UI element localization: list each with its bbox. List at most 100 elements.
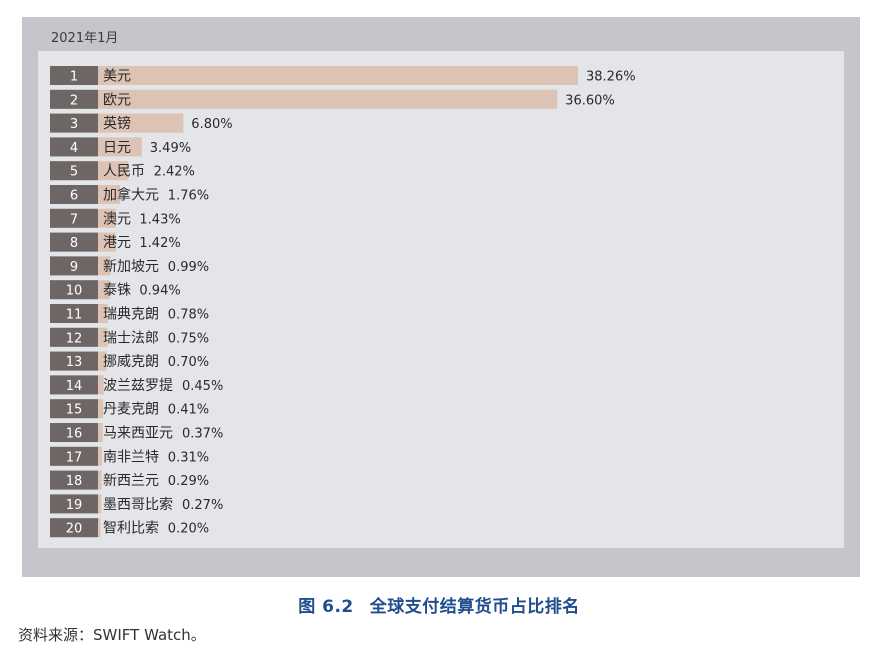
rank-label: 7 xyxy=(70,212,78,227)
category-label: 马来西亚元 xyxy=(103,426,173,442)
rank-label: 18 xyxy=(66,474,83,489)
category-label: 瑞典克朗 xyxy=(103,307,159,323)
category-label: 美元 xyxy=(103,69,131,85)
rank-box xyxy=(50,256,98,276)
value-label: 2.42% xyxy=(154,165,195,180)
value-label: 3.49% xyxy=(150,141,191,156)
bar-row: 16 马来西亚元 0.37% xyxy=(50,423,223,442)
rank-box xyxy=(50,185,98,204)
category-label: 新加坡元 xyxy=(103,259,159,275)
rank-box xyxy=(50,232,98,252)
rank-label: 19 xyxy=(66,498,83,513)
value-label: 1.42% xyxy=(139,236,180,251)
value-label: 38.26% xyxy=(586,70,636,85)
bar-row: 2 欧元 36.60% xyxy=(50,89,615,109)
value-label: 0.31% xyxy=(168,450,209,465)
rank-label: 2 xyxy=(70,93,78,108)
rank-box xyxy=(50,470,98,490)
rank-label: 20 xyxy=(66,522,83,537)
bar-row: 3 英镑 6.80% xyxy=(50,113,233,133)
bar xyxy=(50,66,578,85)
category-label: 日元 xyxy=(103,140,131,156)
value-label: 0.78% xyxy=(168,308,209,323)
bar-row: 12 瑞士法郎 0.75% xyxy=(50,327,209,347)
rank-box xyxy=(50,494,98,514)
chart-frame: 2021年1月 1 美元 38.26% 2 欧元 36.60% 3 英镑 6.80% 4 日元 3.4… xyxy=(22,17,860,577)
value-label: 6.80% xyxy=(191,117,232,132)
category-label: 智利比索 xyxy=(103,520,159,537)
rank-label: 3 xyxy=(70,117,78,132)
rank-label: 11 xyxy=(66,308,83,323)
rank-box xyxy=(50,66,98,85)
category-label: 欧元 xyxy=(103,92,131,108)
rank-box xyxy=(50,423,98,442)
rank-box xyxy=(50,208,98,228)
bar-row: 17 南非兰特 0.31% xyxy=(50,446,209,466)
bar-row: 4 日元 3.49% xyxy=(50,137,191,157)
rank-label: 16 xyxy=(66,427,83,442)
rank-label: 9 xyxy=(70,260,78,275)
rank-label: 1 xyxy=(70,70,78,85)
rank-box xyxy=(50,399,98,419)
rank-label: 10 xyxy=(66,284,83,299)
rank-label: 15 xyxy=(66,403,83,418)
category-label: 泰铢 xyxy=(103,283,131,299)
value-label: 0.99% xyxy=(168,260,209,275)
rank-box xyxy=(50,137,98,157)
bar-row: 14 波兰兹罗提 0.45% xyxy=(50,375,223,395)
bar-row: 6 加拿大元 1.76% xyxy=(50,185,209,204)
value-label: 0.20% xyxy=(168,522,209,537)
category-label: 英镑 xyxy=(103,115,131,132)
source-note: 资料来源：SWIFT Watch。 xyxy=(18,626,206,644)
bar-row: 8 港元 1.42% xyxy=(50,232,181,252)
rank-box xyxy=(50,351,98,371)
category-label: 挪威克朗 xyxy=(103,354,159,370)
rank-label: 8 xyxy=(70,236,78,251)
bar-chart: 1 美元 38.26% 2 欧元 36.60% 3 英镑 6.80% 4 日元 3.49% 5 人民币 2.… xyxy=(50,66,636,538)
rank-label: 13 xyxy=(66,355,83,370)
rank-box xyxy=(50,375,98,395)
bar-row: 20 智利比索 0.20% xyxy=(50,518,209,538)
category-label: 瑞士法郎 xyxy=(103,330,159,346)
rank-label: 4 xyxy=(70,141,78,156)
value-label: 0.94% xyxy=(139,284,180,299)
bar-row: 18 新西兰元 0.29% xyxy=(50,470,209,490)
rank-box xyxy=(50,113,98,133)
value-label: 0.27% xyxy=(182,498,223,513)
value-label: 0.37% xyxy=(182,427,223,442)
chart-title: 全球支付结算货币占比排名 xyxy=(369,597,580,617)
category-label: 南非兰特 xyxy=(103,449,159,465)
category-label: 人民币 xyxy=(103,164,145,180)
bar xyxy=(50,89,558,109)
value-label: 1.76% xyxy=(168,189,209,204)
value-label: 0.41% xyxy=(168,403,209,418)
rank-label: 5 xyxy=(70,165,78,180)
category-label: 澳元 xyxy=(103,211,131,227)
value-label: 0.70% xyxy=(168,355,209,370)
rank-label: 17 xyxy=(66,450,83,465)
category-label: 波兰兹罗提 xyxy=(103,378,173,394)
bar-row: 7 澳元 1.43% xyxy=(50,208,181,228)
chart-period-label: 2021年1月 xyxy=(51,31,119,46)
rank-box xyxy=(50,304,98,323)
rank-box xyxy=(50,446,98,466)
bar-row: 15 丹麦克朗 0.41% xyxy=(50,399,209,419)
chart-panel: 1 美元 38.26% 2 欧元 36.60% 3 英镑 6.80% 4 日元 3.49% 5 人民币 2.… xyxy=(38,51,844,548)
category-label: 新西兰元 xyxy=(103,473,159,489)
figure-caption: 图 6.2 全球支付结算货币占比排名 xyxy=(0,592,878,617)
rank-box xyxy=(50,518,98,538)
category-label: 墨西哥比索 xyxy=(103,496,173,513)
bar-row: 11 瑞典克朗 0.78% xyxy=(50,304,209,323)
category-label: 加拿大元 xyxy=(103,187,159,204)
figure-number: 图 6.2 xyxy=(298,597,354,617)
bar-row: 1 美元 38.26% xyxy=(50,66,636,85)
rank-box xyxy=(50,89,98,109)
category-label: 丹麦克朗 xyxy=(103,402,159,418)
rank-label: 14 xyxy=(66,379,83,394)
rank-box xyxy=(50,327,98,347)
value-label: 0.45% xyxy=(182,379,223,394)
bar-row: 5 人民币 2.42% xyxy=(50,161,195,181)
rank-box xyxy=(50,280,98,300)
bar-row: 13 挪威克朗 0.70% xyxy=(50,351,209,371)
rank-box xyxy=(50,161,98,181)
